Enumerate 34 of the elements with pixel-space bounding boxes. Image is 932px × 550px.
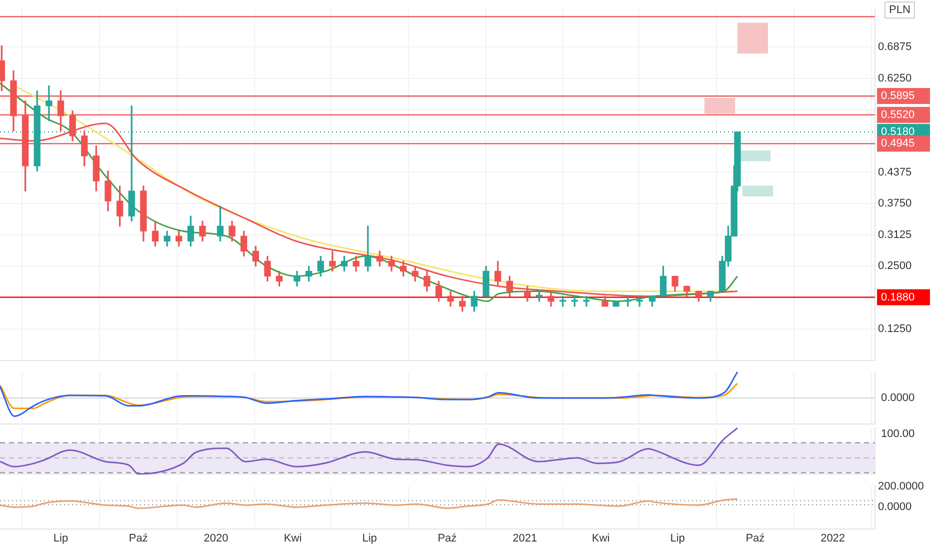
x-tick-label: 2020 xyxy=(204,532,228,544)
ref-line-label: 0.1880 xyxy=(881,291,915,304)
x-tick-label: Lip xyxy=(362,532,377,544)
ref-line-label: 0.4945 xyxy=(881,138,915,150)
ref-line-label: 0.5520 xyxy=(881,108,915,121)
bar xyxy=(742,186,774,196)
line-series xyxy=(0,498,738,509)
x-tick-label: Kwi xyxy=(284,532,302,544)
ref-line-label: 0.5895 xyxy=(881,90,915,102)
y-tick-label: 0.3125 xyxy=(878,228,912,241)
candlestick xyxy=(46,85,52,122)
y-tick-label: 0.3750 xyxy=(878,198,912,210)
y-tick-label: 0.2500 xyxy=(878,260,912,272)
x-tick-label: Kwi xyxy=(592,532,610,544)
candlestick xyxy=(583,296,590,307)
x-tick-label: Paź xyxy=(438,532,457,544)
bar xyxy=(737,22,768,54)
text: 100.00 xyxy=(881,428,915,440)
x-tick-label: 2021 xyxy=(512,532,538,544)
y-tick-label: 0.1250 xyxy=(878,322,912,335)
y-tick-label: 0.4375 xyxy=(878,166,912,178)
bar xyxy=(740,150,771,162)
bar xyxy=(704,98,736,114)
ref-line-label: 0.5180 xyxy=(881,126,915,138)
x-tick-label: Paź xyxy=(746,532,765,544)
x-tick-label: 2022 xyxy=(820,532,846,544)
text: PLN xyxy=(889,4,910,16)
y-tick-label: 0.6875 xyxy=(878,40,912,53)
y-tick-label: 0.6250 xyxy=(878,72,912,84)
x-tick-label: Lip xyxy=(53,532,68,544)
x-tick-label: Lip xyxy=(670,532,685,544)
x-tick-label: Paź xyxy=(128,532,148,544)
y-tick-label: 200.0000 xyxy=(878,480,924,493)
y-tick-label: 0.0000 xyxy=(878,501,912,514)
